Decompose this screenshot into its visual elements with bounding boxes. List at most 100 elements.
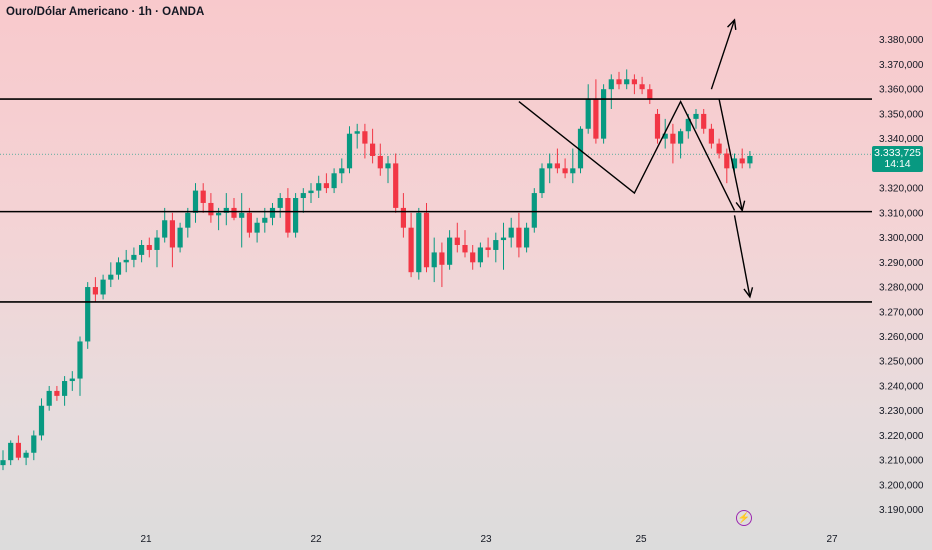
candle-body [670, 133, 676, 144]
candle-body [570, 168, 576, 174]
candle-body [177, 227, 183, 248]
candle-body [608, 79, 614, 90]
candle-body [246, 212, 252, 233]
x-tick-label: 27 [826, 534, 838, 545]
candle-body [231, 207, 237, 218]
candle-body [77, 341, 83, 379]
bar-countdown-label: 14:14 [884, 158, 911, 171]
candle-body [662, 133, 668, 139]
candle-body [731, 158, 738, 169]
candle-body [554, 163, 560, 169]
y-tick-label: 3.250,000 [879, 357, 924, 368]
y-tick-label: 3.340,000 [879, 134, 924, 145]
y-tick-label: 3.310,000 [879, 208, 924, 219]
candle-body [208, 202, 214, 216]
candle-body [693, 113, 699, 119]
projection-arrow [718, 98, 743, 211]
lightning-icon[interactable]: ⚡ [736, 510, 752, 526]
candle-body [269, 207, 276, 218]
candle-body [716, 143, 722, 154]
y-tick-label: 3.290,000 [879, 258, 924, 269]
candle-body [131, 254, 137, 260]
candle-body [277, 198, 283, 208]
candle-body [354, 131, 360, 134]
chart-title: Ouro/Dólar Americano · 1h · OANDA [6, 6, 205, 18]
x-tick-label: 25 [635, 534, 647, 545]
candle-body [747, 155, 753, 164]
candle-body [185, 212, 191, 228]
candle-body [470, 252, 476, 263]
projection-arrow [733, 215, 751, 298]
candle-body [431, 252, 437, 268]
y-tick-label: 3.300,000 [879, 233, 924, 244]
candle-body [85, 287, 91, 342]
candle-body [162, 220, 168, 238]
x-tick-label: 23 [480, 534, 492, 545]
candle-body [293, 198, 299, 233]
candle-body [146, 245, 152, 250]
candle-body [616, 79, 622, 85]
candle-body [423, 212, 430, 268]
candle-body [323, 183, 329, 189]
candle-body [23, 452, 29, 458]
candle-body [46, 390, 52, 406]
candle-body [300, 193, 306, 199]
y-tick-label: 3.380,000 [879, 35, 924, 46]
candle-body [631, 79, 637, 85]
candle-body [462, 245, 468, 253]
candle-body [54, 390, 60, 396]
y-tick-label: 3.210,000 [879, 456, 924, 467]
candle-body [516, 227, 522, 248]
y-tick-label: 3.220,000 [879, 431, 924, 442]
candle-body [362, 131, 368, 144]
candle-body [216, 212, 222, 216]
candle-body [377, 155, 383, 169]
y-tick-label: 3.260,000 [879, 332, 924, 343]
candle-body [38, 405, 45, 436]
candle-body [647, 89, 653, 100]
candle-body [454, 237, 460, 246]
candle-body [485, 247, 491, 250]
candle-body [169, 220, 175, 248]
candle-body [724, 153, 730, 169]
arrow-head [735, 200, 746, 212]
candle-body [31, 435, 37, 453]
y-tick-label: 3.280,000 [879, 283, 924, 294]
candle-body [493, 240, 499, 250]
candle-body [308, 190, 314, 194]
candle-body [331, 173, 337, 189]
candle-body [139, 245, 145, 255]
candle-body [239, 212, 245, 218]
y-tick-label: 3.360,000 [879, 85, 924, 96]
candle-body [346, 133, 353, 169]
current-price-label: 3.333,725 [874, 147, 921, 160]
candle-body [685, 118, 691, 132]
candle-body [285, 198, 291, 233]
candle-body [439, 252, 445, 265]
y-tick-label: 3.200,000 [879, 480, 924, 491]
candle-body [115, 262, 122, 275]
candle-body [547, 163, 553, 169]
candle-body [477, 247, 483, 263]
candle-body [678, 131, 684, 144]
x-tick-label: 22 [310, 534, 322, 545]
y-tick-label: 3.240,000 [879, 381, 924, 392]
candle-body [447, 237, 453, 265]
candle-body [62, 381, 68, 396]
candle-body [577, 128, 584, 169]
candle-body [393, 163, 399, 208]
candle-body [416, 212, 422, 273]
candle-body [624, 79, 630, 85]
candle-body [562, 168, 568, 174]
candle-body [593, 99, 599, 139]
candle-body [739, 158, 745, 164]
candle-body [585, 99, 591, 129]
candle-body [654, 113, 661, 139]
candle-body [108, 274, 114, 280]
candle-body [8, 442, 14, 461]
arrow-head [727, 18, 737, 30]
candle-body [508, 227, 514, 238]
candle-body [385, 163, 391, 169]
